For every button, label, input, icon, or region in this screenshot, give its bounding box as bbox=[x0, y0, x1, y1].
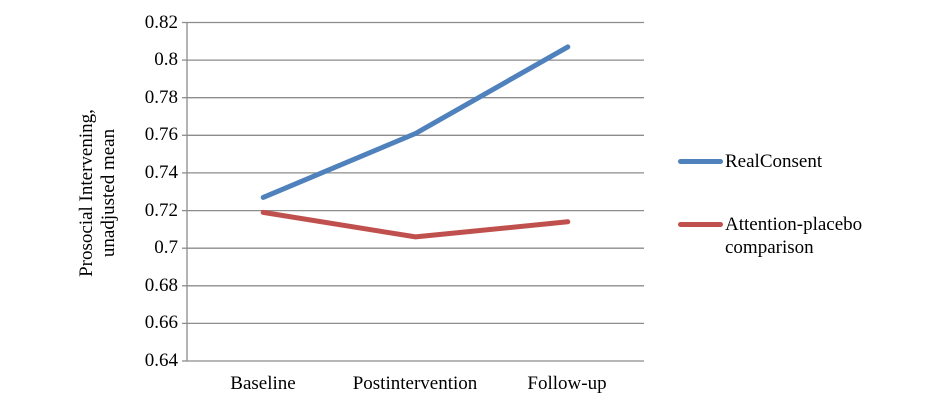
x-axis-label-followup: Follow-up bbox=[527, 373, 607, 394]
legend-item-realconsent: RealConsent bbox=[678, 150, 822, 173]
y-axis-tick-label: 0.72 bbox=[144, 199, 178, 221]
y-axis-tick-label: 0.64 bbox=[144, 350, 178, 371]
y-axis-tick-label: 0.8 bbox=[154, 49, 178, 71]
attention-placebo-line-swatch bbox=[678, 222, 723, 227]
y-axis-tick-label: 0.76 bbox=[144, 124, 178, 146]
legend-item-attention-placebo: Attention-placebo comparison bbox=[678, 213, 862, 259]
y-axis-tick-label: 0.7 bbox=[154, 237, 178, 259]
x-axis-label-postintervention: Postintervention bbox=[352, 373, 478, 394]
y-axis-tick-label: 0.82 bbox=[144, 11, 178, 33]
y-axis-tick-label: 0.66 bbox=[144, 312, 178, 334]
x-axis-label-baseline: Baseline bbox=[230, 373, 296, 394]
y-axis-tick-label: 0.68 bbox=[144, 274, 178, 296]
legend-label-realconsent: RealConsent bbox=[725, 151, 823, 172]
y-axis-tick-label: 0.74 bbox=[144, 161, 178, 183]
legend-label-attention-placebo-line-1: Attention-placebo bbox=[725, 214, 863, 235]
y-axis-tick-label: 0.78 bbox=[144, 86, 178, 108]
realconsent-line-swatch bbox=[678, 159, 723, 164]
y-axis-title-line-1: Prosocial Intervening, bbox=[76, 109, 97, 277]
legend-label-attention-placebo-line-2: comparison bbox=[725, 237, 814, 258]
legend-label-attention-placebo: Attention-placebo comparison bbox=[725, 213, 862, 259]
